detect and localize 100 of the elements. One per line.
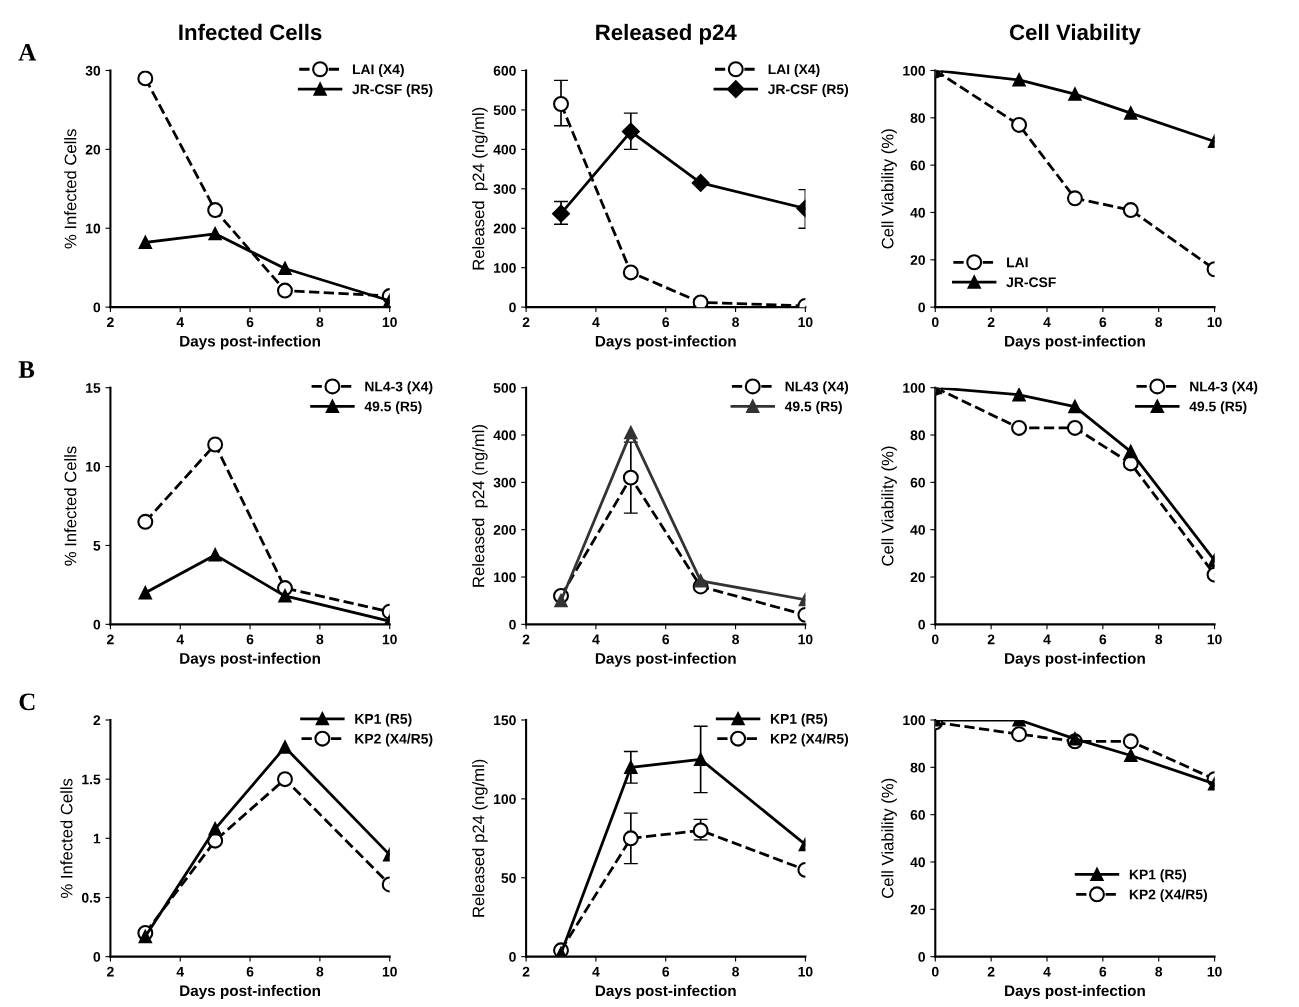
legend-label: NL43 (X4)	[785, 381, 849, 395]
x-tick-label: 6	[246, 317, 254, 328]
legend-label: 49.5 (R5)	[784, 401, 842, 415]
y-tick-label: 60	[910, 810, 925, 820]
y-tick-label: 30	[85, 65, 101, 76]
x-tick-label: 10	[382, 966, 397, 977]
y-tick-label: 0	[93, 951, 101, 962]
y-tick-label: 80	[910, 430, 925, 441]
y-axis-title: Released p24 (ng/ml)	[472, 759, 488, 917]
legend-label: JR-CSF (R5)	[767, 83, 849, 97]
y-tick-label: 1.5	[82, 774, 101, 785]
y-tick-label: 600	[493, 65, 516, 76]
x-tick-label: 0	[931, 634, 939, 645]
y-tick-label: 500	[493, 105, 516, 116]
legend-label: JR-CSF	[1006, 277, 1056, 288]
text: C	[19, 693, 35, 711]
x-axis-title: Days post-infection	[1005, 652, 1145, 667]
x-tick-label: 2	[107, 966, 114, 977]
x-tick-label: 0	[931, 966, 939, 977]
x-tick-label: 10	[1207, 966, 1222, 977]
y-axis-title: Released p24 (ng/ml)	[472, 425, 488, 587]
y-tick-label: 20	[910, 904, 925, 915]
x-tick-label: 4	[176, 634, 185, 645]
y-tick-label: 10	[86, 461, 101, 472]
x-tick-label: 0	[931, 317, 939, 328]
legend-label: KP1 (R5)	[355, 713, 412, 727]
y-tick-label: 200	[493, 223, 516, 234]
legend-label: KP2 (X4/R5)	[770, 733, 849, 747]
x-tick-label: 10	[1207, 317, 1222, 328]
text: A	[18, 43, 37, 61]
x-tick-label: 10	[382, 634, 397, 645]
x-tick-label: 10	[798, 317, 813, 328]
y-tick-label: 0	[509, 302, 516, 313]
x-tick-label: 8	[1155, 966, 1163, 977]
y-tick-label: 100	[903, 383, 925, 393]
x-tick-label: 2	[987, 634, 995, 645]
y-tick-label: 60	[910, 160, 925, 171]
x-axis-title: Days post-infection	[595, 335, 736, 350]
y-tick-label: 20	[910, 255, 925, 265]
chart-title: Infected Cells	[179, 23, 322, 41]
legend-label: NL4-3 (X4)	[1190, 381, 1258, 395]
y-tick-label: 0	[918, 619, 925, 630]
x-tick-label: 2	[987, 317, 995, 327]
y-tick-label: 0.5	[81, 892, 101, 903]
x-tick-label: 4	[1043, 966, 1051, 977]
x-tick-label: 6	[1099, 634, 1107, 645]
x-tick-label: 4	[592, 966, 600, 977]
y-tick-label: 15	[86, 383, 101, 393]
x-tick-label: 6	[1099, 966, 1107, 977]
x-tick-label: 6	[662, 966, 670, 977]
x-tick-label: 2	[107, 317, 114, 327]
legend-label: JR-CSF (R5)	[352, 83, 433, 97]
legend-label: NL4-3 (X4)	[365, 381, 433, 395]
x-tick-label: 10	[1207, 634, 1222, 645]
x-tick-label: 4	[1043, 634, 1051, 645]
x-tick-label: 10	[798, 634, 813, 645]
y-tick-label: 300	[493, 477, 516, 488]
y-tick-label: 200	[493, 525, 516, 535]
y-tick-label: 400	[493, 144, 516, 155]
x-tick-label: 4	[1043, 317, 1051, 327]
x-tick-label: 8	[316, 634, 324, 645]
y-tick-label: 0	[509, 619, 516, 630]
x-axis-title: Days post-infection	[180, 984, 320, 1000]
y-axis-title: % Infected Cells	[64, 446, 77, 566]
legend-label: KP1 (R5)	[770, 713, 828, 727]
y-tick-label: 300	[493, 184, 516, 194]
x-tick-label: 6	[662, 317, 670, 328]
y-axis-title: % Infected Cells	[60, 778, 73, 898]
y-tick-label: 20	[85, 144, 101, 155]
x-tick-label: 2	[987, 966, 995, 977]
x-tick-label: 10	[798, 966, 813, 977]
x-tick-label: 8	[732, 317, 739, 328]
y-tick-label: 40	[910, 207, 925, 218]
y-tick-label: 10	[86, 223, 101, 234]
chart-title: Released p24	[596, 23, 737, 45]
legend-label: LAI (X4)	[352, 64, 404, 78]
y-tick-label: 100	[494, 794, 516, 805]
x-axis-title: Days post-infection	[180, 652, 320, 667]
y-tick-label: 80	[910, 113, 925, 123]
x-tick-label: 6	[246, 634, 254, 645]
y-tick-label: 20	[910, 572, 925, 583]
x-tick-label: 4	[176, 317, 185, 327]
y-tick-label: 100	[903, 715, 925, 726]
x-tick-label: 8	[316, 966, 324, 977]
x-tick-label: 8	[1155, 634, 1163, 645]
x-tick-label: 2	[522, 634, 530, 645]
y-tick-label: 5	[93, 540, 101, 551]
y-axis-title: Cell Viability (%)	[881, 446, 897, 566]
y-tick-label: 50	[501, 873, 516, 883]
x-tick-label: 4	[176, 966, 185, 977]
x-tick-label: 4	[592, 634, 600, 645]
y-tick-label: 0	[93, 619, 101, 630]
y-tick-label: 150	[494, 715, 516, 726]
x-tick-label: 8	[732, 634, 739, 645]
legend-label: 49.5 (R5)	[364, 401, 422, 415]
x-tick-label: 6	[662, 634, 670, 645]
y-axis-title: % Infected Cells	[64, 129, 77, 249]
x-tick-label: 8	[1155, 317, 1163, 328]
x-axis-title: Days post-infection	[1005, 335, 1145, 350]
y-tick-label: 500	[493, 383, 516, 393]
